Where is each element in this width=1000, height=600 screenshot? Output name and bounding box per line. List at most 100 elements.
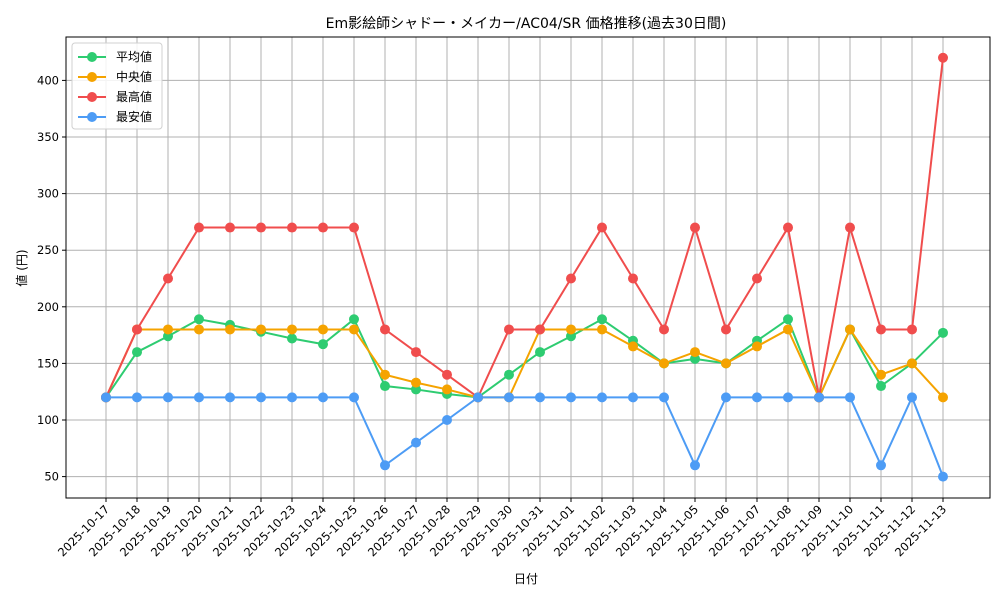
data-point — [721, 358, 731, 369]
data-point — [442, 384, 452, 395]
data-point — [442, 369, 452, 380]
y-tick-label: 300 — [37, 187, 59, 201]
data-point — [473, 392, 483, 403]
data-point — [225, 222, 235, 233]
data-point — [814, 392, 824, 403]
data-point — [163, 273, 173, 284]
data-point — [690, 222, 700, 233]
data-point — [194, 222, 204, 233]
data-point — [380, 381, 390, 392]
data-point — [380, 324, 390, 335]
data-point — [132, 324, 142, 335]
series-line — [105, 57, 944, 399]
data-point — [318, 324, 328, 335]
y-axis: 50 100 150 200 250 300 350 400 — [37, 73, 66, 484]
data-point — [876, 324, 886, 335]
data-point — [597, 314, 607, 325]
data-point — [566, 273, 576, 284]
data-point — [783, 392, 793, 403]
legend-marker-icon — [87, 112, 97, 122]
data-point — [101, 392, 111, 403]
grid-lines — [66, 37, 990, 498]
y-tick-label: 400 — [37, 73, 59, 87]
data-point — [783, 324, 793, 335]
data-point — [318, 392, 328, 403]
data-point — [287, 333, 297, 344]
data-point — [783, 222, 793, 233]
data-point — [380, 460, 390, 471]
series-line — [106, 394, 944, 477]
legend-label: 中央値 — [116, 69, 152, 84]
x-axis-label: 日付 — [514, 572, 538, 586]
data-point — [721, 392, 731, 403]
data-point — [659, 358, 669, 369]
legend-marker-icon — [87, 72, 97, 82]
y-tick-label: 350 — [37, 130, 59, 144]
plot-frame — [65, 36, 991, 499]
data-point — [628, 273, 638, 284]
data-point — [938, 327, 948, 338]
data-point — [876, 369, 886, 380]
data-point — [535, 347, 545, 358]
series-3 — [101, 392, 948, 482]
legend-marker-icon — [87, 92, 97, 102]
data-point — [132, 392, 142, 403]
data-point — [287, 392, 297, 403]
data-point — [225, 324, 235, 335]
legend-label: 最安値 — [116, 109, 152, 124]
y-tick-label: 100 — [37, 413, 59, 427]
data-point — [938, 471, 948, 482]
legend-item: 平均値 — [78, 49, 152, 64]
data-point — [225, 392, 235, 403]
data-point — [256, 324, 266, 335]
data-point — [535, 324, 545, 335]
legend-label: 平均値 — [116, 49, 152, 64]
data-point — [876, 460, 886, 471]
legend-marker-icon — [87, 52, 97, 62]
legend-item: 中央値 — [78, 69, 152, 84]
data-point — [349, 314, 359, 325]
data-point — [442, 415, 452, 425]
data-point — [938, 392, 948, 403]
data-point — [194, 314, 204, 325]
data-point — [163, 324, 173, 335]
data-point — [752, 392, 762, 403]
data-point — [752, 341, 762, 352]
data-point — [349, 324, 359, 335]
data-point — [256, 222, 266, 233]
data-point — [597, 222, 607, 233]
data-point — [380, 369, 390, 380]
data-point — [132, 347, 142, 358]
data-point — [411, 437, 421, 448]
data-point — [690, 347, 700, 358]
data-point — [659, 324, 669, 335]
data-point — [628, 341, 638, 352]
data-point — [566, 392, 576, 403]
data-point — [845, 392, 855, 403]
legend-box — [71, 42, 163, 130]
series-2 — [101, 52, 948, 403]
data-point — [194, 392, 204, 403]
data-point — [566, 324, 576, 335]
data-point — [628, 392, 638, 403]
y-tick-label: 200 — [37, 300, 59, 314]
data-point — [504, 369, 514, 380]
data-point — [907, 392, 917, 403]
legend-item: 最安値 — [78, 109, 152, 124]
y-tick-label: 150 — [37, 356, 59, 370]
data-point — [318, 339, 328, 350]
data-point — [349, 392, 359, 403]
data-point — [907, 358, 917, 369]
data-point — [783, 314, 793, 325]
data-point — [504, 392, 514, 403]
data-point — [504, 324, 514, 335]
data-point — [287, 324, 297, 335]
data-point — [256, 392, 266, 403]
data-point — [752, 273, 762, 284]
data-point — [721, 324, 731, 335]
data-point — [659, 392, 669, 403]
data-point — [349, 222, 359, 233]
data-point — [411, 347, 421, 358]
